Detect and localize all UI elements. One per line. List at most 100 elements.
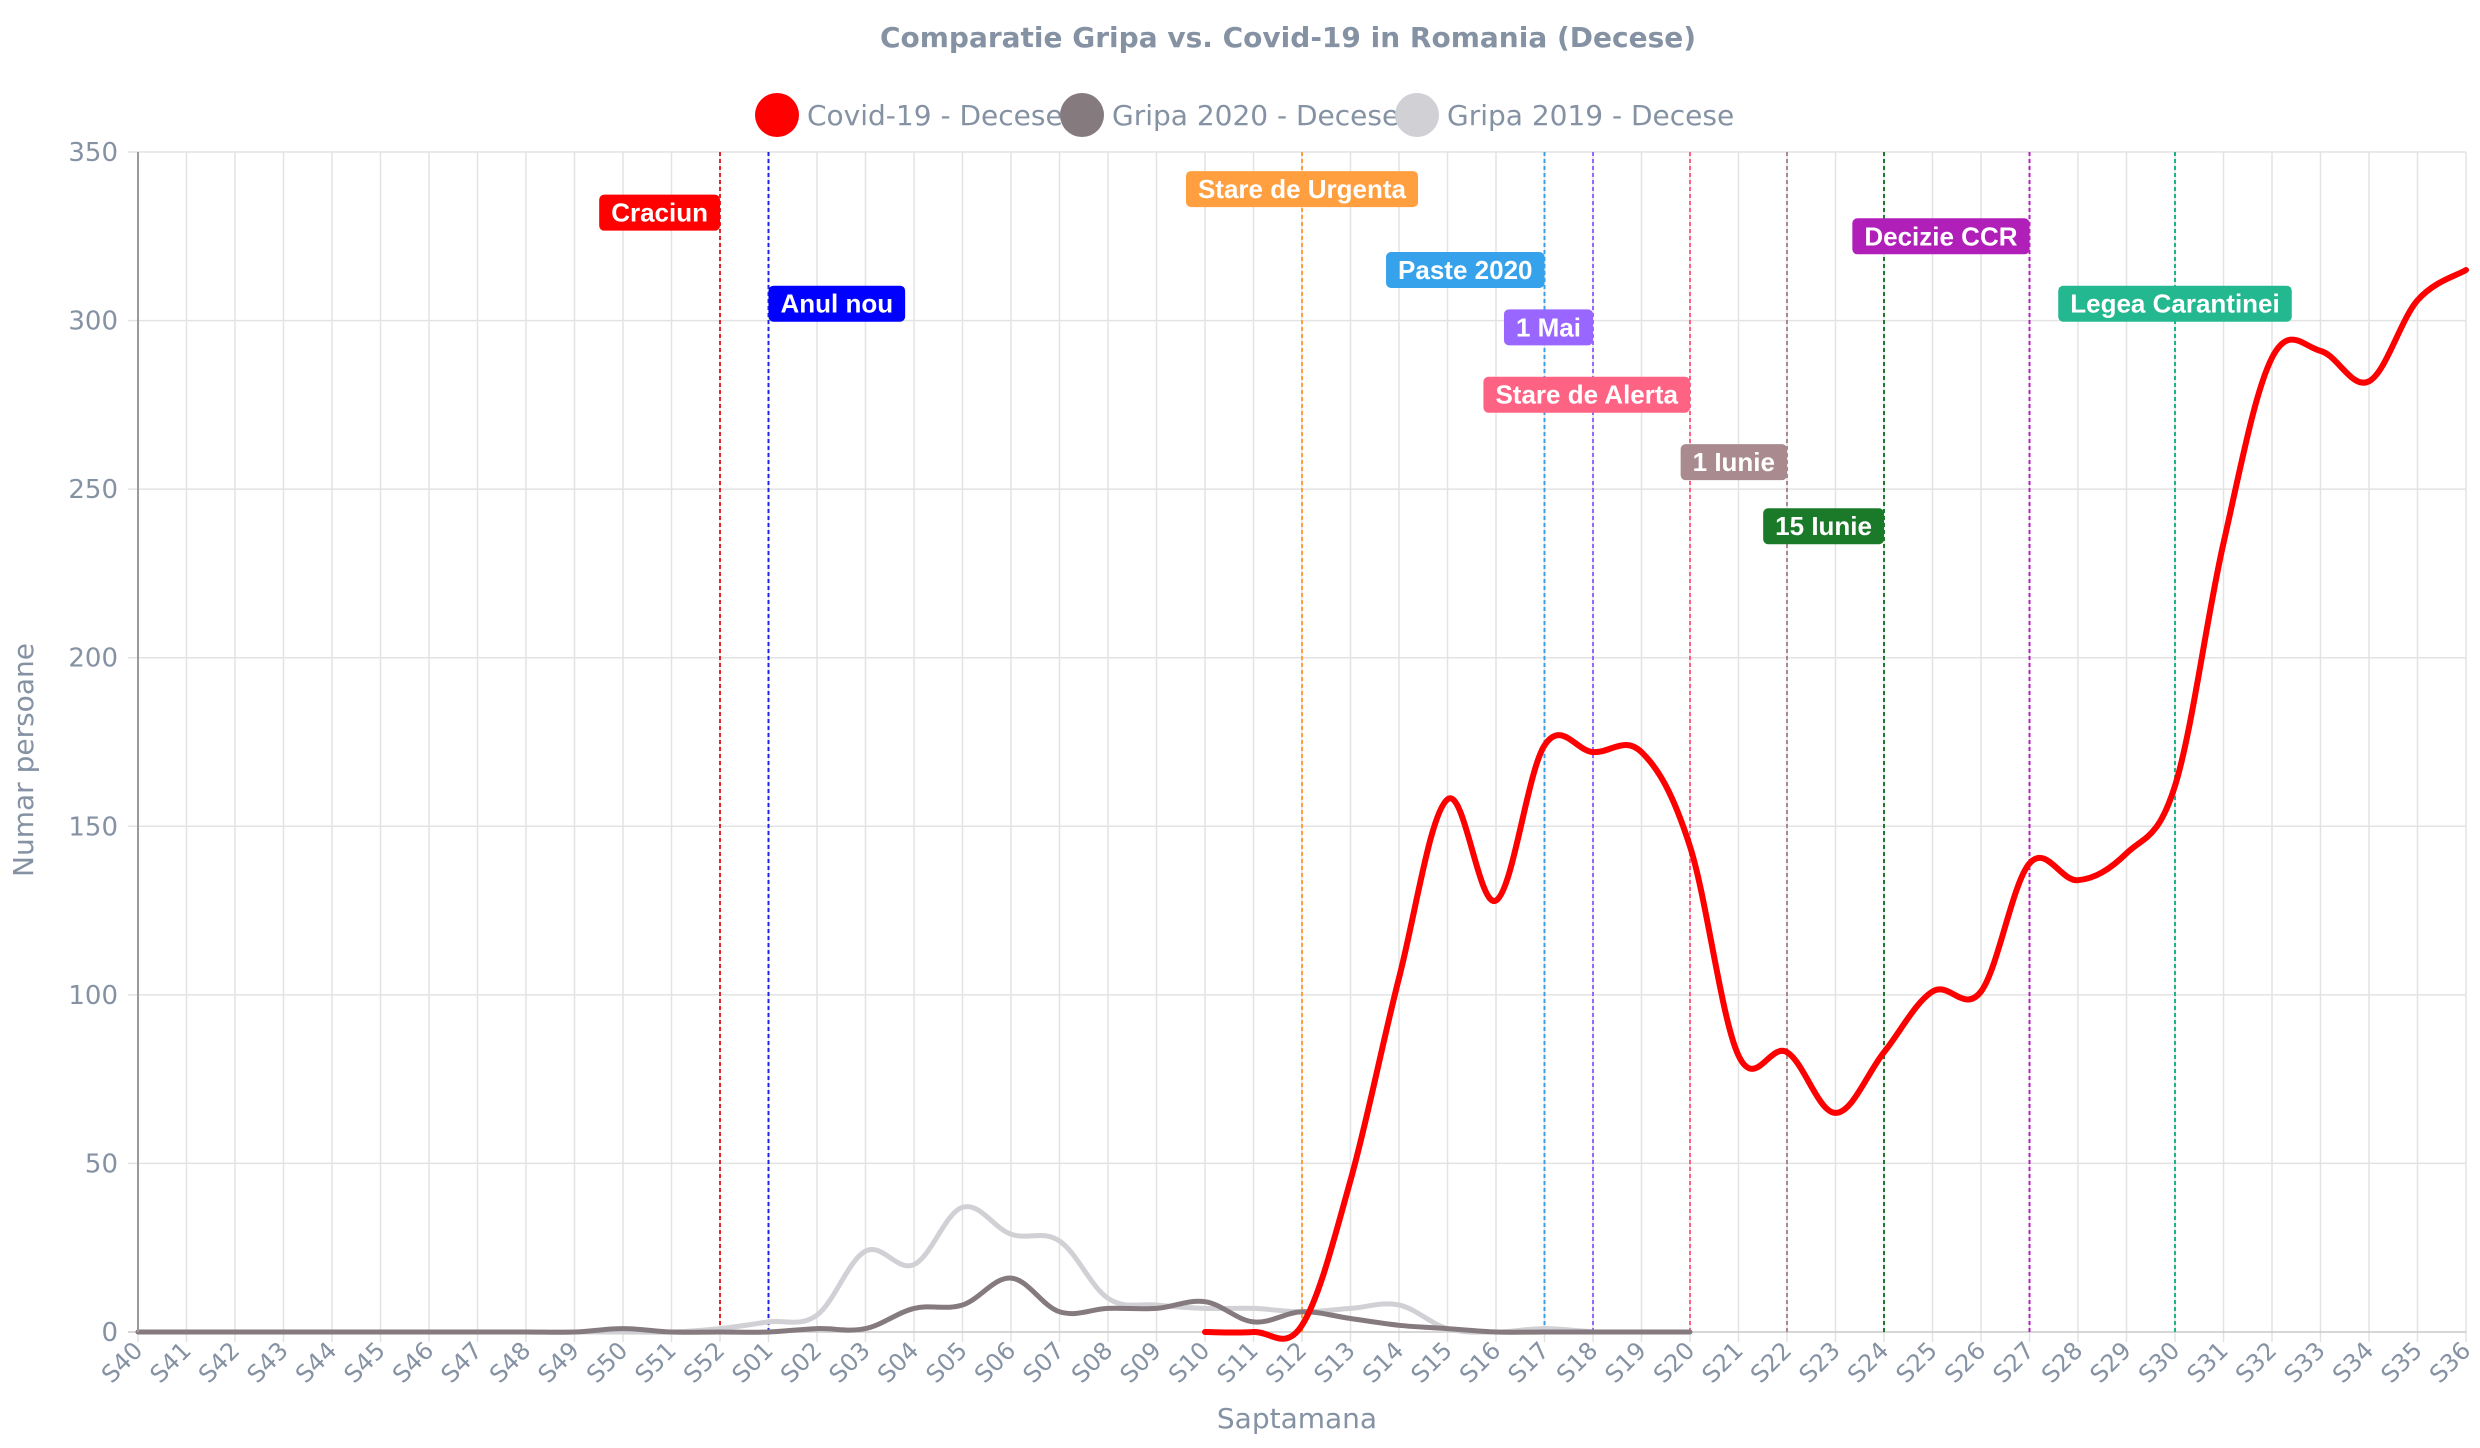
data-point-gripa-2019-decese-s03[interactable] [859, 1244, 873, 1258]
data-point-covid-19-decese-s32[interactable] [2265, 351, 2279, 365]
data-point-gripa-2019-decese-s06[interactable] [1004, 1227, 1018, 1241]
data-point-gripa-2019-decese-s05[interactable] [956, 1200, 970, 1214]
series-gripa-2020-decese [135, 1271, 1697, 1339]
legend-item-gripa-2020-decese[interactable]: Gripa 2020 - Decese [1060, 93, 1399, 137]
data-point-gripa-2019-decese-s02[interactable] [810, 1308, 824, 1322]
data-point-gripa-2020-decese-s10[interactable] [1198, 1295, 1212, 1309]
data-point-covid-19-decese-s23[interactable] [1829, 1106, 1843, 1120]
data-point-gripa-2020-decese-s15[interactable] [1441, 1322, 1455, 1336]
x-tick-label-s26: S26 [1939, 1336, 1991, 1388]
data-point-covid-19-decese-s31[interactable] [2217, 536, 2231, 550]
data-point-covid-19-decese-s11[interactable] [1247, 1325, 1261, 1339]
data-point-covid-19-decese-s17[interactable] [1538, 738, 1552, 752]
y-axis-title: Numar persoane [7, 643, 40, 877]
y-tick-label-0: 0 [101, 1318, 118, 1348]
data-point-covid-19-decese-s15[interactable] [1441, 792, 1455, 806]
x-tick-label-s44: S44 [290, 1336, 342, 1388]
annotation-legea-carantinei: Legea Carantinei [2058, 285, 2292, 322]
data-point-gripa-2020-decese-s14[interactable] [1392, 1318, 1406, 1332]
data-point-gripa-2020-decese-s44[interactable] [325, 1325, 339, 1339]
data-point-covid-19-decese-s30[interactable] [2168, 779, 2182, 793]
x-tick-label-s19: S19 [1600, 1336, 1652, 1388]
annotation-label-paste-2020: Paste 2020 [1398, 255, 1532, 285]
data-point-gripa-2020-decese-s02[interactable] [810, 1322, 824, 1336]
x-tick-label-s06: S06 [969, 1336, 1021, 1388]
data-point-gripa-2020-decese-s52[interactable] [713, 1325, 727, 1339]
data-point-covid-19-decese-s33[interactable] [2314, 344, 2328, 358]
data-point-covid-19-decese-s18[interactable] [1586, 745, 1600, 759]
x-tick-label-s28: S28 [2036, 1336, 2088, 1388]
annotation-box-15-iunie [1763, 508, 1884, 545]
data-point-gripa-2020-decese-s13[interactable] [1344, 1312, 1358, 1326]
data-point-covid-19-decese-s21[interactable] [1732, 1049, 1746, 1063]
x-tick-label-s02: S02 [775, 1336, 827, 1388]
data-point-gripa-2020-decese-s18[interactable] [1586, 1325, 1600, 1339]
x-tick-label-s51: S51 [630, 1336, 682, 1388]
data-point-gripa-2020-decese-s48[interactable] [519, 1325, 533, 1339]
x-tick-label-s29: S29 [2085, 1336, 2137, 1388]
data-point-covid-19-decese-s35[interactable] [2411, 293, 2425, 307]
x-tick-label-s12: S12 [1260, 1336, 1312, 1388]
data-point-gripa-2020-decese-s07[interactable] [1053, 1305, 1067, 1319]
x-tick-label-s21: S21 [1697, 1336, 1749, 1388]
data-point-gripa-2020-decese-s42[interactable] [228, 1325, 242, 1339]
annotation-15-iunie: 15 Iunie [1763, 508, 1884, 545]
legend-label-covid-19-decese: Covid-19 - Decese [807, 99, 1063, 132]
legend[interactable]: Covid-19 - Decese Gripa 2020 - Decese Grip… [755, 93, 1734, 137]
x-tick-label-s22: S22 [1745, 1336, 1797, 1388]
data-point-covid-19-decese-s24[interactable] [1877, 1045, 1891, 1059]
data-point-gripa-2019-decese-s14[interactable] [1392, 1298, 1406, 1312]
data-point-gripa-2020-decese-s49[interactable] [568, 1325, 582, 1339]
data-point-gripa-2020-decese-s08[interactable] [1101, 1301, 1115, 1315]
data-point-gripa-2020-decese-s51[interactable] [665, 1325, 679, 1339]
annotation-box-craciun [599, 194, 720, 231]
data-point-gripa-2020-decese-s16[interactable] [1489, 1325, 1503, 1339]
data-point-gripa-2020-decese-s47[interactable] [471, 1325, 485, 1339]
data-point-covid-19-decese-s20[interactable] [1683, 840, 1697, 854]
data-point-gripa-2020-decese-s50[interactable] [616, 1322, 630, 1336]
data-point-gripa-2020-decese-s46[interactable] [422, 1325, 436, 1339]
x-tick-label-s36: S36 [2424, 1336, 2476, 1388]
data-point-covid-19-decese-s22[interactable] [1780, 1045, 1794, 1059]
x-tick-label-s27: S27 [1988, 1336, 2040, 1388]
data-point-covid-19-decese-s19[interactable] [1635, 745, 1649, 759]
data-point-covid-19-decese-s28[interactable] [2071, 873, 2085, 887]
data-point-covid-19-decese-s27[interactable] [2023, 856, 2037, 870]
x-tick-label-s24: S24 [1842, 1336, 1894, 1388]
grid [128, 151, 2467, 1342]
data-point-covid-19-decese-s10[interactable] [1198, 1325, 1212, 1339]
data-point-gripa-2019-decese-s11[interactable] [1247, 1301, 1261, 1315]
data-point-covid-19-decese-s34[interactable] [2362, 374, 2376, 388]
data-point-covid-19-decese-s16[interactable] [1489, 893, 1503, 907]
data-point-gripa-2020-decese-s04[interactable] [907, 1301, 921, 1315]
data-point-covid-19-decese-s36[interactable] [2459, 263, 2473, 277]
data-point-gripa-2020-decese-s01[interactable] [762, 1325, 776, 1339]
data-point-gripa-2020-decese-s17[interactable] [1538, 1325, 1552, 1339]
data-point-gripa-2020-decese-s45[interactable] [374, 1325, 388, 1339]
data-point-gripa-2020-decese-s20[interactable] [1683, 1325, 1697, 1339]
data-point-covid-19-decese-s29[interactable] [2120, 846, 2134, 860]
annotation-stare-de-alerta: Stare de Alerta [1483, 376, 1690, 413]
data-point-covid-19-decese-s26[interactable] [1974, 984, 1988, 998]
annotation-box-legea-carantinei [2058, 285, 2292, 322]
annotation-labels: Craciun Anul nou Stare de Urgenta Paste 202… [599, 171, 2292, 545]
data-point-covid-19-decese-s25[interactable] [1926, 984, 1940, 998]
legend-marker-gripa-2019-decese [1395, 93, 1439, 137]
data-point-gripa-2020-decese-s19[interactable] [1635, 1325, 1649, 1339]
data-point-gripa-2019-decese-s04[interactable] [907, 1258, 921, 1272]
data-point-gripa-2020-decese-s05[interactable] [956, 1298, 970, 1312]
data-point-gripa-2020-decese-s03[interactable] [859, 1322, 873, 1336]
y-tick-label-350: 350 [68, 138, 118, 168]
data-point-gripa-2020-decese-s09[interactable] [1150, 1301, 1164, 1315]
data-point-covid-19-decese-s13[interactable] [1344, 1173, 1358, 1187]
legend-item-gripa-2019-decese[interactable]: Gripa 2019 - Decese [1395, 93, 1734, 137]
data-point-gripa-2020-decese-s41[interactable] [180, 1325, 194, 1339]
data-point-covid-19-decese-s14[interactable] [1392, 971, 1406, 985]
data-point-gripa-2020-decese-s06[interactable] [1004, 1271, 1018, 1285]
data-point-covid-19-decese-s12[interactable] [1295, 1318, 1309, 1332]
data-point-gripa-2020-decese-s43[interactable] [277, 1325, 291, 1339]
data-point-gripa-2019-decese-s07[interactable] [1053, 1234, 1067, 1248]
legend-marker-gripa-2020-decese [1060, 93, 1104, 137]
legend-marker-covid-19-decese [755, 93, 799, 137]
legend-item-covid-19-decese[interactable]: Covid-19 - Decese [755, 93, 1063, 137]
